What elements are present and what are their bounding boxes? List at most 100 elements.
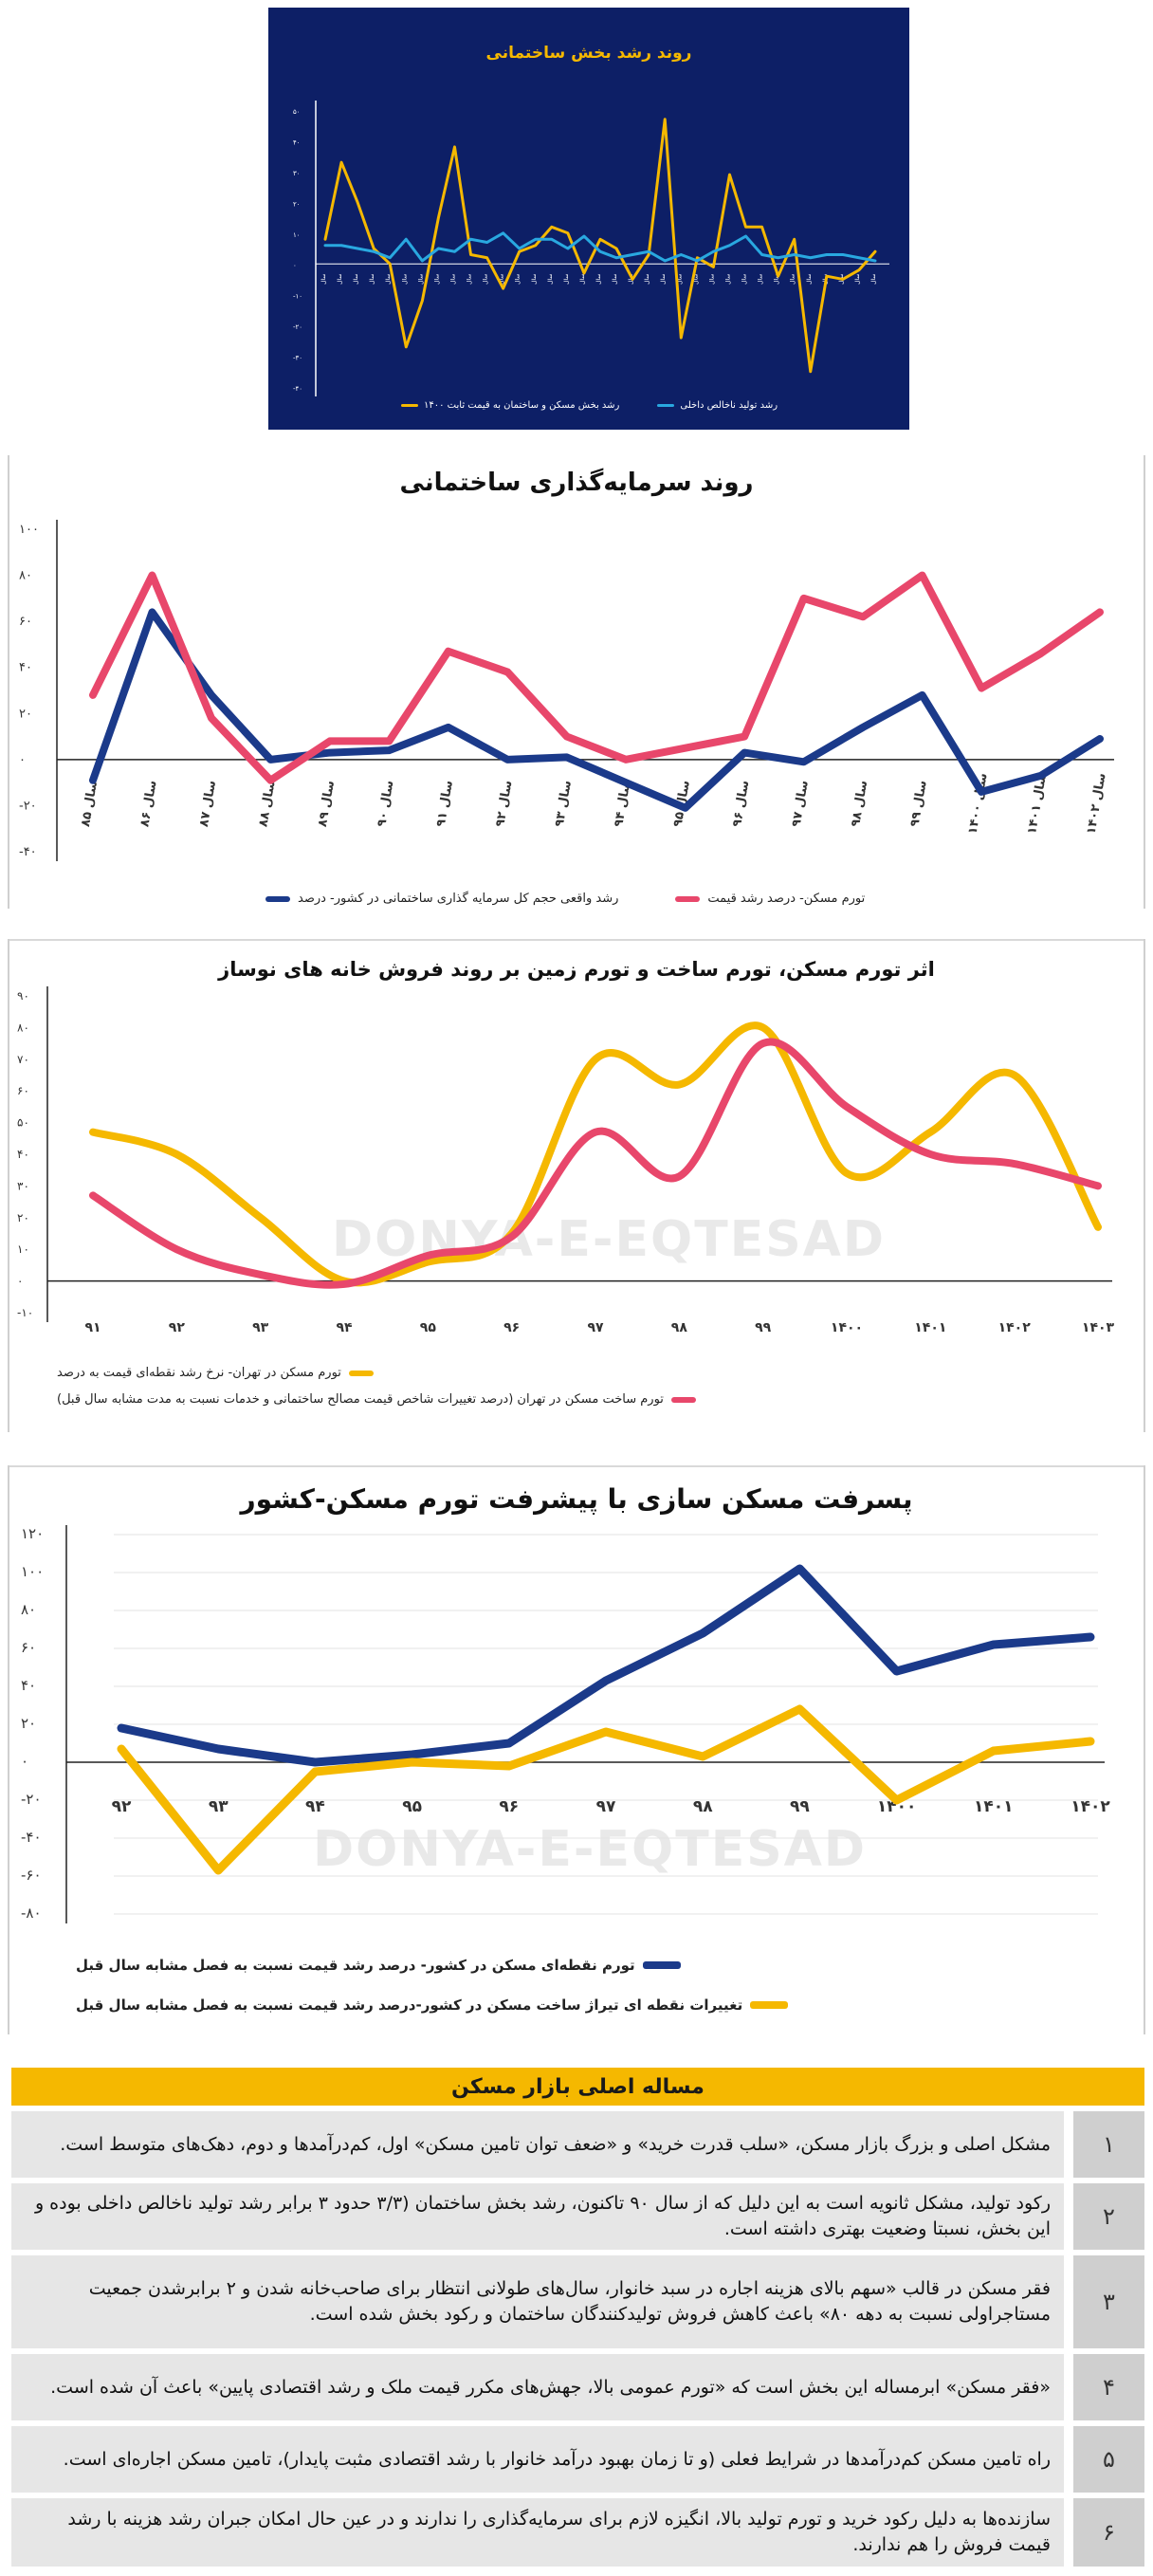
x-tick-label: ۹۵ xyxy=(402,1797,422,1816)
y-tick-label: ۰ xyxy=(19,753,26,767)
y-tick-label: ۴۰ xyxy=(17,1148,29,1161)
x-tick-label: سال xyxy=(870,274,877,285)
x-tick-label: ۱۴۰۰ xyxy=(877,1797,917,1816)
x-tick-label: سال ۸۸ xyxy=(256,780,278,828)
x-tick-label: سال xyxy=(337,274,343,285)
x-tick-label: سال ۸۹ xyxy=(316,780,338,828)
x-tick-label: سال ۹۰ xyxy=(375,780,396,828)
table-row: ۲ رکود تولید، مشکل ثانویه است به این دلی… xyxy=(11,2183,1144,2250)
y-tick-label: ۰ xyxy=(17,1275,23,1288)
x-tick-label: ۹۶ xyxy=(499,1797,519,1816)
chart-4-legend-a-swatch xyxy=(642,1961,681,1969)
table-row: ۶ سازنده‌ها به دلیل رکود خرید و تورم تول… xyxy=(11,2498,1144,2567)
y-tick-label: -۶۰ xyxy=(21,1867,42,1884)
y-tick-label: ۸۰ xyxy=(19,569,32,583)
y-tick-label: ۲۰ xyxy=(17,1211,29,1224)
y-tick-label: ۱۰۰ xyxy=(21,1563,44,1580)
chart-3-title: اثر تورم مسکن، تورم ساخت و تورم زمین بر … xyxy=(218,958,935,981)
y-tick-label: ۱۰ xyxy=(293,231,301,239)
x-tick-label: سال xyxy=(708,274,715,285)
series-line-1 xyxy=(89,608,1104,812)
x-tick-label: سال xyxy=(449,274,456,285)
chart-4-title: پسرفت مسکن سازی با پیشرفت تورم مسکن-کشور xyxy=(240,1483,913,1515)
x-tick-label: سال xyxy=(417,274,424,285)
x-tick-label: سال xyxy=(774,274,780,285)
chart-1-panel: روند رشد بخش ساختمانی ۵۰ ۴۰ ۳۰ ۲۰ ۱۰ ۰ -۱۰ -۲۰ -… xyxy=(268,8,909,430)
chart-1-plot: ۵۰ ۴۰ ۳۰ ۲۰ ۱۰ ۰ -۱۰ -۲۰ -۳۰ -۴۰ سال سال سال سال سال سا… xyxy=(293,101,889,396)
x-tick-label: ۱۴۰۳ xyxy=(1082,1320,1115,1335)
y-tick-label: ۲۰ xyxy=(21,1715,36,1732)
x-tick-label: سال xyxy=(531,274,538,285)
chart-2-title: روند سرمایه‌گذاری ساختمانی xyxy=(399,469,754,497)
chart-3-plot: ۹۰ ۸۰ ۷۰ ۶۰ ۵۰ ۴۰ ۳۰ ۲۰ ۱۰ ۰ -۱۰ ۹۱ ۹۲ ۹۳ ۹۴ ۹۵ ۹۶ ۹۷ ۹۸ ۹۹… xyxy=(17,986,1115,1335)
series-line-1 xyxy=(117,1564,1095,1767)
x-tick-label: ۹۸ xyxy=(671,1320,688,1335)
chart-3-legend-b-swatch xyxy=(670,1396,696,1403)
frame-line-left-2 xyxy=(8,939,9,1432)
x-tick-label: سال xyxy=(515,274,522,285)
y-tick-label: ۱۰ xyxy=(17,1242,29,1256)
x-tick-label: ۱۴۰۲ xyxy=(998,1320,1032,1335)
y-tick-label: ۹۰ xyxy=(17,989,29,1003)
x-tick-label: سال xyxy=(660,274,667,285)
x-tick-label: سال xyxy=(595,274,602,285)
chart-2-legend-a-swatch xyxy=(265,895,290,902)
row-number: ۳ xyxy=(1073,2255,1144,2348)
chart-1-legend-a-swatch xyxy=(401,404,418,407)
series-line-2 xyxy=(117,1704,1095,1875)
y-tick-label: ۵۰ xyxy=(293,108,301,116)
x-tick-label: سال xyxy=(676,274,683,285)
chart-3-legend-a-label: تورم مسکن در تهران- نرخ رشد نقطه‌ای قیمت… xyxy=(57,1366,341,1380)
x-tick-label: سال xyxy=(369,274,375,285)
y-tick-label: ۷۰ xyxy=(17,1053,29,1066)
x-tick-label: ۹۳ xyxy=(252,1320,269,1335)
y-tick-label: -۳۰ xyxy=(293,355,302,362)
x-tick-label: سال xyxy=(741,274,748,285)
series-line-2 xyxy=(89,1038,1102,1289)
x-tick-label: سال ۸۶ xyxy=(137,780,159,828)
x-tick-label: سال ۸۵ xyxy=(79,780,101,828)
series-line-1 xyxy=(323,118,877,374)
row-text: رکود تولید، مشکل ثانویه است به این دلیل … xyxy=(11,2183,1064,2250)
x-tick-label: سال xyxy=(467,274,473,285)
chart-2-plot: ۱۰۰ ۸۰ ۶۰ ۴۰ ۲۰ ۰ -۲۰ -۴۰ سال ۸۵ سال ۸۶ سال ۸۷ سال … xyxy=(19,520,1114,861)
y-tick-label: -۱۰ xyxy=(17,1306,33,1319)
chart-2-legend-b-label: تورم مسکن- درصد رشد قیمت xyxy=(707,892,866,906)
chart-1-legend-b-label: رشد تولید ناخالص داخلی xyxy=(680,400,778,411)
x-tick-label: سال ۹۱ xyxy=(434,780,456,828)
x-tick-label: سال ۹۷ xyxy=(790,780,812,828)
y-tick-label: -۴۰ xyxy=(293,385,302,393)
chart-1-legend-a-label: رشد بخش مسکن و ساختمان به قیمت ثابت ۱۴۰۰ xyxy=(424,400,620,411)
row-text: راه تامین مسکن کم‌درآمدها در شرایط فعلی … xyxy=(11,2426,1064,2493)
x-tick-label: سال xyxy=(790,274,796,285)
x-tick-label: ۱۴۰۰ xyxy=(831,1320,863,1335)
frame-line-right-2 xyxy=(1144,939,1145,1432)
x-tick-label: سال ۹۶ xyxy=(730,780,752,828)
row-text: مشکل اصلی و بزرگ بازار مسکن، «سلب قدرت خ… xyxy=(11,2111,1064,2178)
x-tick-label: سال xyxy=(547,274,554,285)
y-tick-label: ۱۲۰ xyxy=(21,1525,44,1542)
x-tick-label: سال xyxy=(320,274,327,285)
y-tick-label: ۲۰ xyxy=(19,707,32,721)
x-tick-label: ۱۴۰۱ xyxy=(974,1797,1014,1816)
x-tick-label: ۹۷ xyxy=(587,1320,604,1335)
x-tick-label: ۹۲ xyxy=(112,1797,132,1816)
chart-3-legend-b: تورم ساخت مسکن در تهران (درصد تغییرات شا… xyxy=(57,1392,696,1407)
frame-line-right-1 xyxy=(1144,455,1145,909)
x-tick-label: سال xyxy=(483,274,489,285)
row-number: ۱ xyxy=(1073,2111,1144,2178)
chart-3-legend-a-swatch xyxy=(348,1370,374,1376)
x-tick-label: سال xyxy=(758,274,764,285)
x-tick-label: ۱۴۰۲ xyxy=(1071,1797,1110,1816)
row-text: سازنده‌ها به دلیل رکود خرید و تورم تولید… xyxy=(11,2498,1064,2567)
y-tick-label: -۴۰ xyxy=(19,845,37,859)
divider-2 xyxy=(8,939,1145,941)
chart-2-legend-b-swatch xyxy=(675,895,701,902)
y-tick-label: ۸۰ xyxy=(21,1601,36,1618)
x-tick-label: سال xyxy=(692,274,699,285)
chart-1-legend: رشد تولید ناخالص داخلی رشد بخش مسکن و سا… xyxy=(401,400,778,411)
row-number: ۴ xyxy=(1073,2354,1144,2420)
y-tick-label: ۰ xyxy=(21,1753,28,1770)
x-tick-label: ۹۴ xyxy=(305,1797,325,1816)
chart-4-watermark: DONYA-E-EQTESAD xyxy=(313,1821,868,1878)
